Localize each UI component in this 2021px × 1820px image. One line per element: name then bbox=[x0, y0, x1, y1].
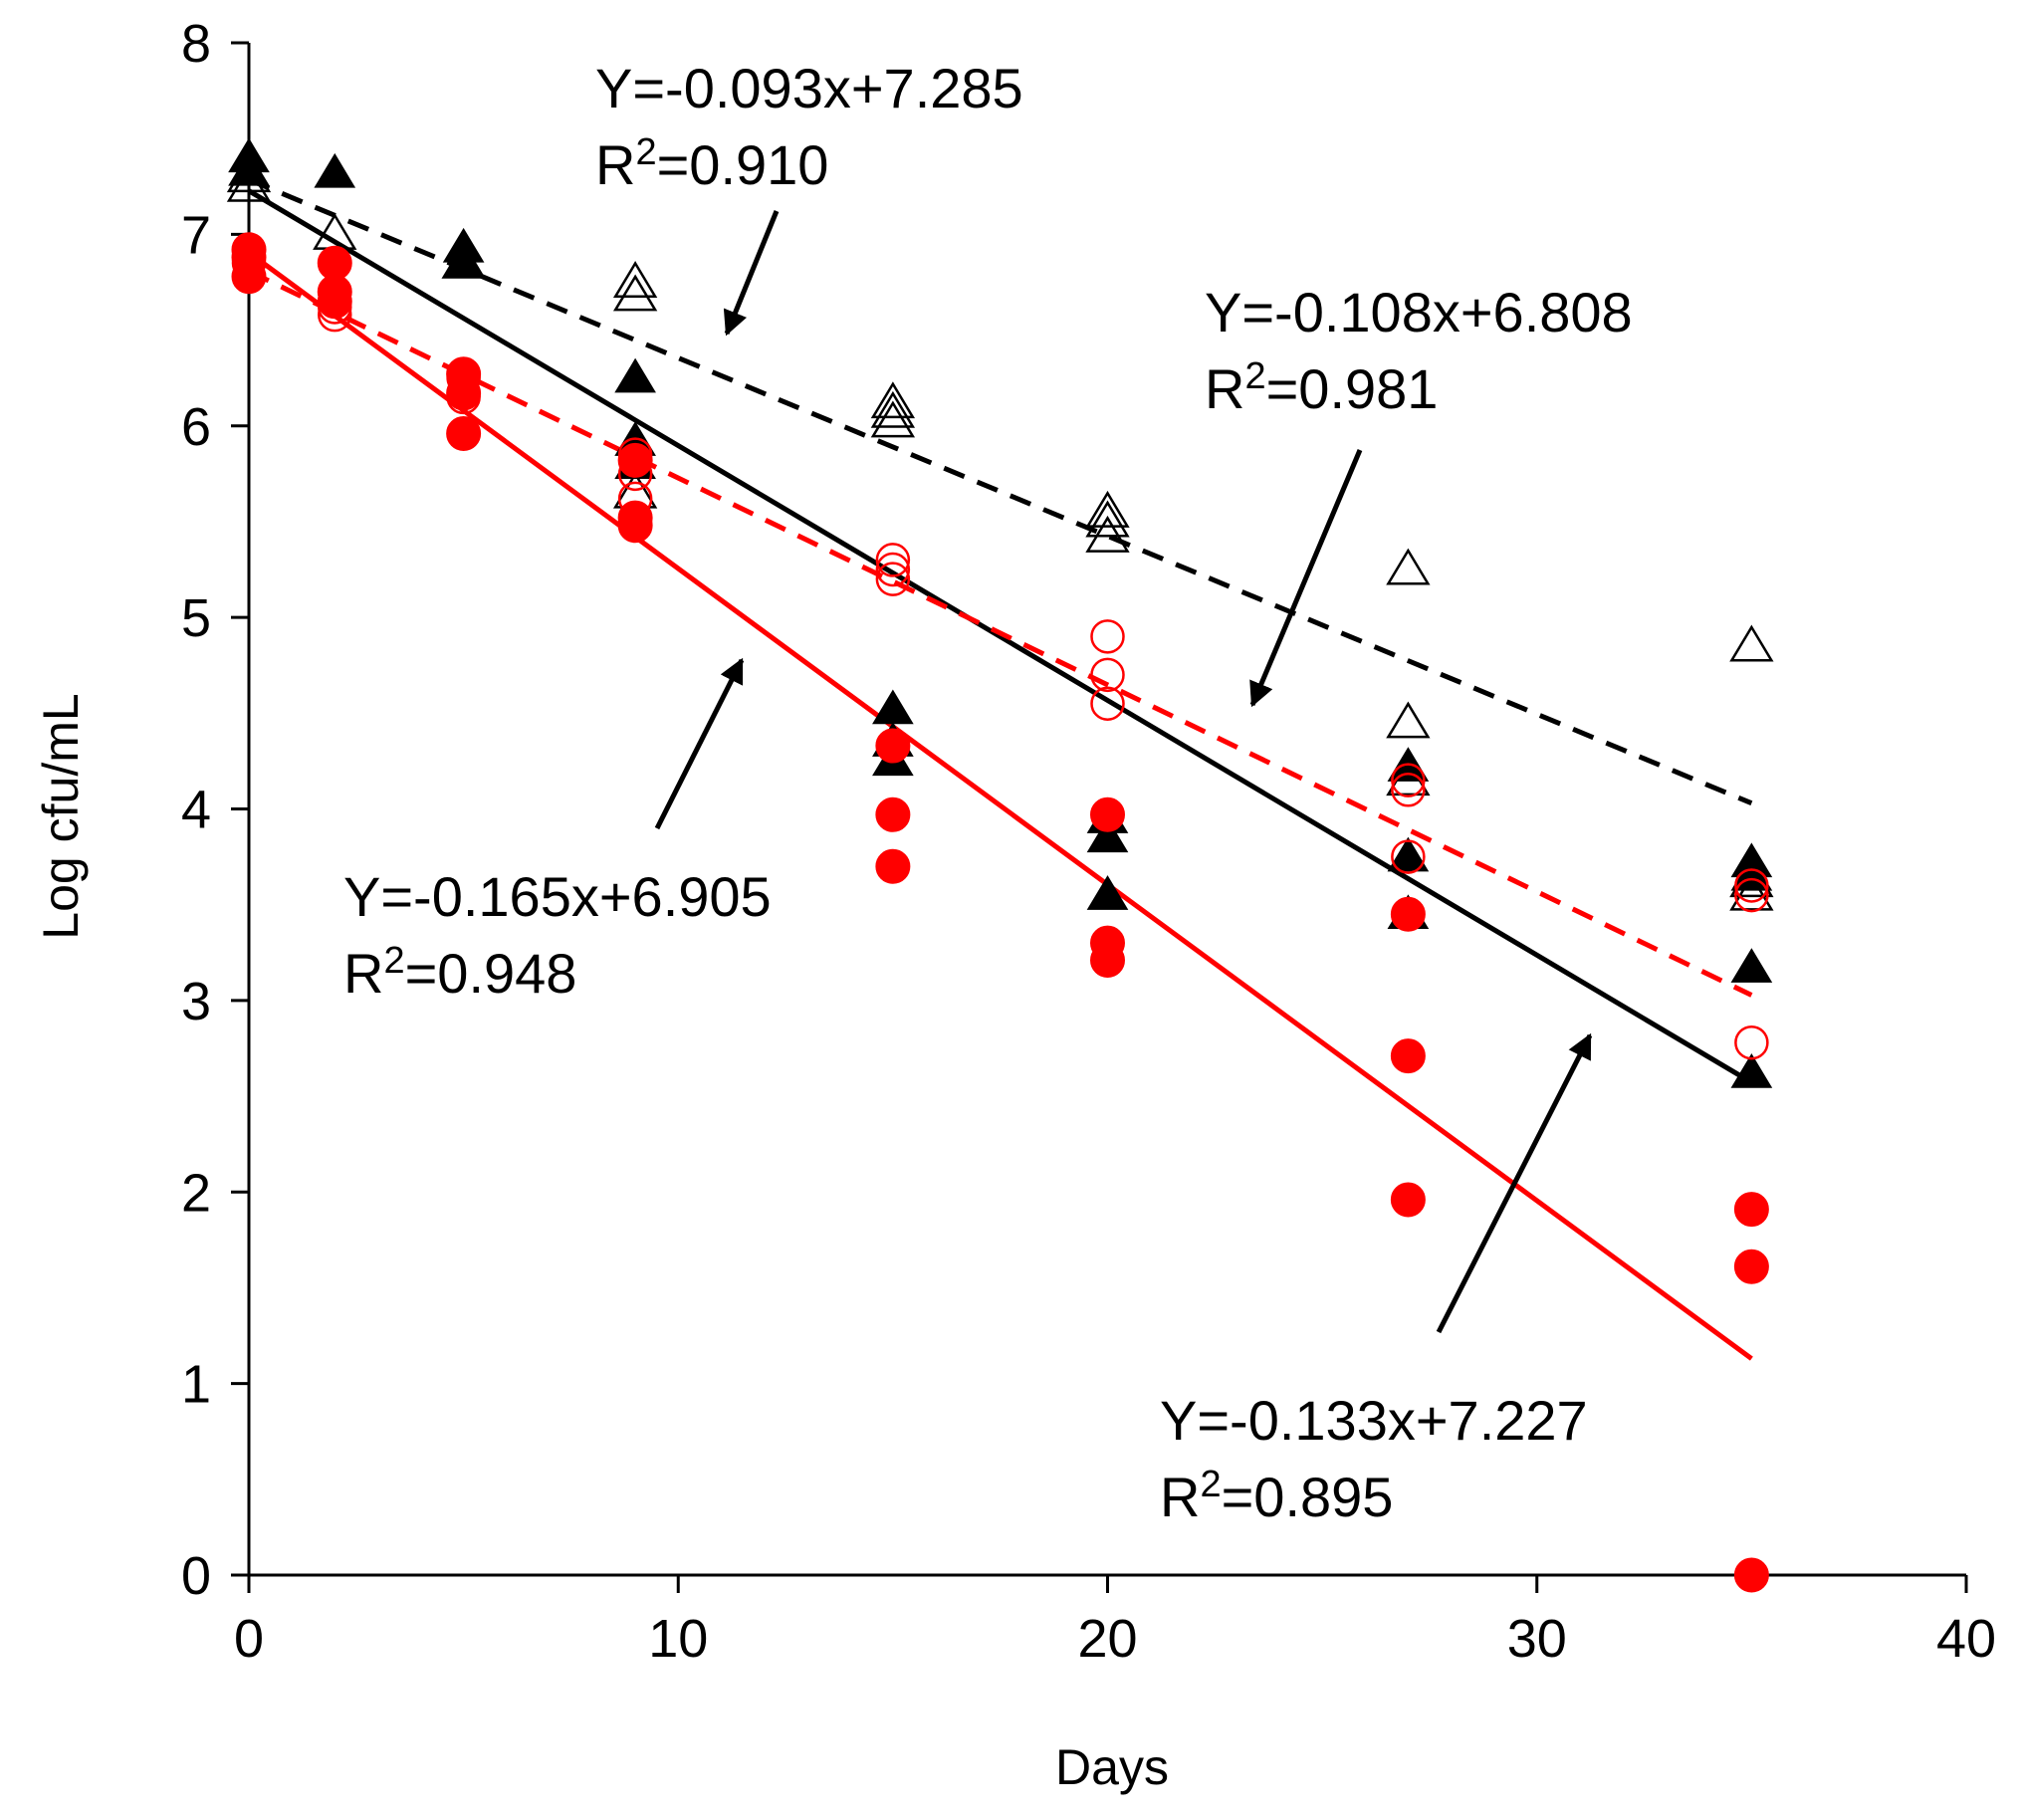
data-point bbox=[1090, 686, 1125, 721]
data-point bbox=[1387, 836, 1430, 872]
data-point bbox=[1090, 796, 1125, 832]
r2-label: R2=0.910 bbox=[595, 131, 828, 196]
y-tick-label: 6 bbox=[181, 397, 211, 457]
annotation-filled-triangles: Y=-0.133x+7.227 R2=0.895 bbox=[1160, 1032, 1593, 1528]
data-point bbox=[1729, 873, 1774, 911]
r2-label: R2=0.981 bbox=[1205, 355, 1438, 420]
data-point bbox=[1086, 817, 1129, 853]
y-axis-title: Log cfu/mL bbox=[33, 693, 89, 939]
data-point bbox=[1390, 1182, 1426, 1218]
annotation-open-triangles: Y=-0.093x+7.285 R2=0.910 bbox=[595, 57, 1023, 337]
data-point bbox=[875, 728, 911, 764]
y-tick-label: 1 bbox=[181, 1355, 211, 1415]
data-point bbox=[1090, 942, 1125, 978]
data-point bbox=[446, 375, 482, 411]
data-point bbox=[1734, 1024, 1769, 1060]
data-point bbox=[872, 689, 914, 725]
data-point bbox=[612, 261, 658, 298]
x-tick-label: 40 bbox=[1936, 1609, 1996, 1669]
x-tick-label: 10 bbox=[648, 1609, 708, 1669]
trendline-open-circles-fit bbox=[247, 269, 1753, 998]
trendline-open-triangles-fit bbox=[248, 177, 1753, 806]
trendline-filled-triangles-fit bbox=[247, 188, 1753, 1085]
trendline-filled-circles-fit bbox=[247, 250, 1753, 1361]
data-point bbox=[1090, 619, 1125, 654]
equation-label: Y=-0.133x+7.227 bbox=[1160, 1389, 1588, 1452]
x-axis-title: Days bbox=[1055, 1739, 1169, 1795]
data-point bbox=[1090, 657, 1125, 693]
data-point bbox=[1730, 948, 1773, 983]
data-point bbox=[870, 400, 916, 438]
data-points bbox=[226, 137, 1774, 1593]
data-point bbox=[1391, 839, 1426, 874]
data-point bbox=[1733, 1192, 1769, 1228]
data-point bbox=[446, 415, 482, 451]
data-point bbox=[875, 848, 911, 884]
data-point bbox=[875, 543, 911, 577]
data-point bbox=[1386, 701, 1431, 739]
annotation-open-circles: Y=-0.108x+6.808 R2=0.981 bbox=[1205, 281, 1633, 708]
y-tick-label: 7 bbox=[181, 205, 211, 265]
data-point bbox=[314, 152, 356, 188]
data-point bbox=[875, 552, 911, 587]
data-point bbox=[1729, 624, 1774, 662]
series-filled-circles bbox=[231, 232, 1769, 1593]
equation-label: Y=-0.165x+6.905 bbox=[343, 865, 772, 928]
data-point bbox=[1085, 500, 1130, 538]
data-point bbox=[1086, 875, 1129, 910]
x-tick-label: 20 bbox=[1077, 1609, 1137, 1669]
data-point bbox=[870, 390, 916, 428]
data-point bbox=[612, 274, 658, 312]
data-point bbox=[1391, 763, 1426, 797]
data-point bbox=[228, 150, 270, 186]
data-point bbox=[1390, 1038, 1426, 1074]
data-point bbox=[317, 284, 352, 320]
axes: 0 1 2 3 4 5 6 7 8 0 10 20 30 40 bbox=[181, 14, 1996, 1669]
data-point bbox=[875, 562, 911, 596]
data-point bbox=[442, 243, 485, 278]
y-tick-label: 8 bbox=[181, 14, 211, 74]
y-tick-label: 2 bbox=[181, 1163, 211, 1223]
annotation-arrow bbox=[723, 210, 780, 337]
data-point bbox=[1734, 877, 1769, 913]
series-open-circles bbox=[231, 245, 1769, 1060]
data-point bbox=[1734, 868, 1769, 903]
r2-label: R2=0.948 bbox=[343, 940, 576, 1005]
annotation-arrow bbox=[654, 657, 745, 830]
data-point bbox=[617, 508, 653, 544]
y-tick-label: 0 bbox=[181, 1546, 211, 1606]
equation-label: Y=-0.108x+6.808 bbox=[1205, 281, 1633, 343]
data-point bbox=[870, 381, 916, 419]
r2-label: R2=0.895 bbox=[1160, 1464, 1393, 1528]
data-point bbox=[1733, 1249, 1769, 1284]
trendlines bbox=[247, 177, 1753, 1361]
equation-label: Y=-0.093x+7.285 bbox=[595, 57, 1023, 119]
x-tick-label: 0 bbox=[234, 1609, 264, 1669]
data-point bbox=[1390, 896, 1426, 932]
annotation-arrow bbox=[1249, 449, 1363, 708]
data-point bbox=[614, 357, 656, 393]
data-point bbox=[231, 259, 267, 295]
annotation-filled-circles: Y=-0.165x+6.905 R2=0.948 bbox=[343, 657, 772, 1005]
data-point bbox=[617, 442, 653, 478]
data-point bbox=[1733, 1557, 1769, 1593]
y-tick-label: 3 bbox=[181, 972, 211, 1031]
y-tick-label: 5 bbox=[181, 588, 211, 648]
data-point bbox=[1730, 1053, 1773, 1088]
y-tick-label: 4 bbox=[181, 781, 211, 840]
data-point bbox=[1391, 773, 1426, 807]
data-point bbox=[1085, 515, 1130, 553]
data-point bbox=[875, 796, 911, 832]
x-tick-label: 30 bbox=[1507, 1609, 1567, 1669]
data-point bbox=[1085, 490, 1130, 528]
data-point bbox=[1386, 548, 1431, 585]
annotation-arrow bbox=[1436, 1032, 1593, 1334]
